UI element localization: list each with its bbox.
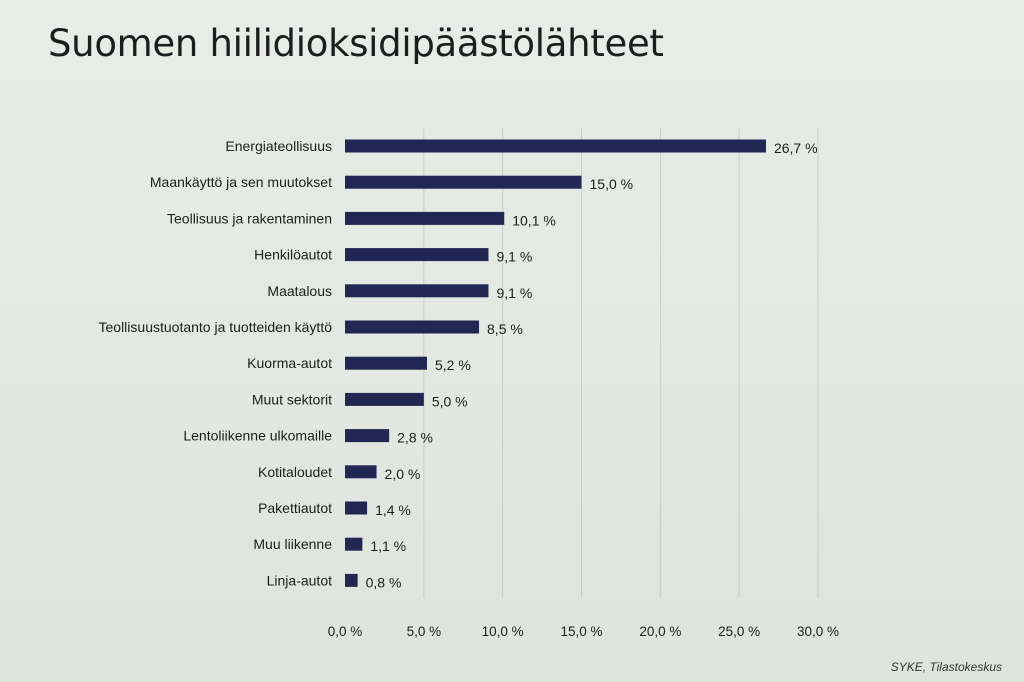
category-label: Muut sektorit	[252, 391, 332, 407]
x-tick-label: 25,0 %	[718, 624, 760, 639]
category-label: Energiateollisuus	[225, 138, 332, 154]
chart-title: Suomen hiilidioksidipäästölähteet	[48, 22, 664, 65]
category-label: Maatalous	[267, 283, 332, 299]
bar	[345, 465, 377, 479]
bar	[345, 139, 766, 153]
category-label: Kuorma-autot	[247, 355, 332, 371]
value-label: 5,0 %	[432, 393, 468, 409]
bar	[345, 537, 363, 551]
bar	[345, 175, 582, 189]
value-label: 26,7 %	[774, 140, 818, 156]
value-label: 0,8 %	[366, 574, 402, 590]
x-tick-label: 20,0 %	[639, 624, 681, 639]
bar	[345, 392, 424, 406]
bar	[345, 248, 489, 262]
value-label: 8,5 %	[487, 321, 523, 337]
value-label: 9,1 %	[496, 249, 532, 265]
value-label: 5,2 %	[435, 357, 471, 373]
category-label: Teollisuustuotanto ja tuotteiden käyttö	[99, 319, 333, 335]
value-label: 2,0 %	[385, 466, 421, 482]
category-label: Linja-autot	[267, 572, 332, 588]
value-label: 10,1 %	[512, 212, 556, 228]
x-tick-label: 5,0 %	[407, 624, 442, 639]
category-label: Pakettiautot	[258, 500, 332, 516]
value-label: 15,0 %	[590, 176, 634, 192]
bar	[345, 211, 505, 225]
bar	[345, 573, 358, 587]
bar	[345, 284, 489, 298]
value-label: 9,1 %	[496, 285, 532, 301]
bar	[345, 501, 368, 515]
source-credit: SYKE, Tilastokeskus	[890, 660, 1002, 674]
x-tick-label: 0,0 %	[328, 624, 363, 639]
value-label: 2,8 %	[397, 430, 433, 446]
x-tick-label: 10,0 %	[482, 624, 524, 639]
x-tick-label: 30,0 %	[797, 624, 839, 639]
bar	[345, 429, 390, 443]
bar	[345, 356, 427, 370]
category-label: Kotitaloudet	[258, 464, 332, 480]
category-label: Henkilöautot	[254, 247, 332, 263]
category-label: Maankäyttö ja sen muutokset	[150, 174, 332, 190]
bar	[345, 320, 480, 334]
value-label: 1,4 %	[375, 502, 411, 518]
value-label: 1,1 %	[370, 538, 406, 554]
x-tick-label: 15,0 %	[560, 624, 602, 639]
category-label: Teollisuus ja rakentaminen	[167, 210, 332, 226]
category-label: Muu liikenne	[253, 536, 332, 552]
category-label: Lentoliikenne ulkomaille	[183, 428, 332, 444]
